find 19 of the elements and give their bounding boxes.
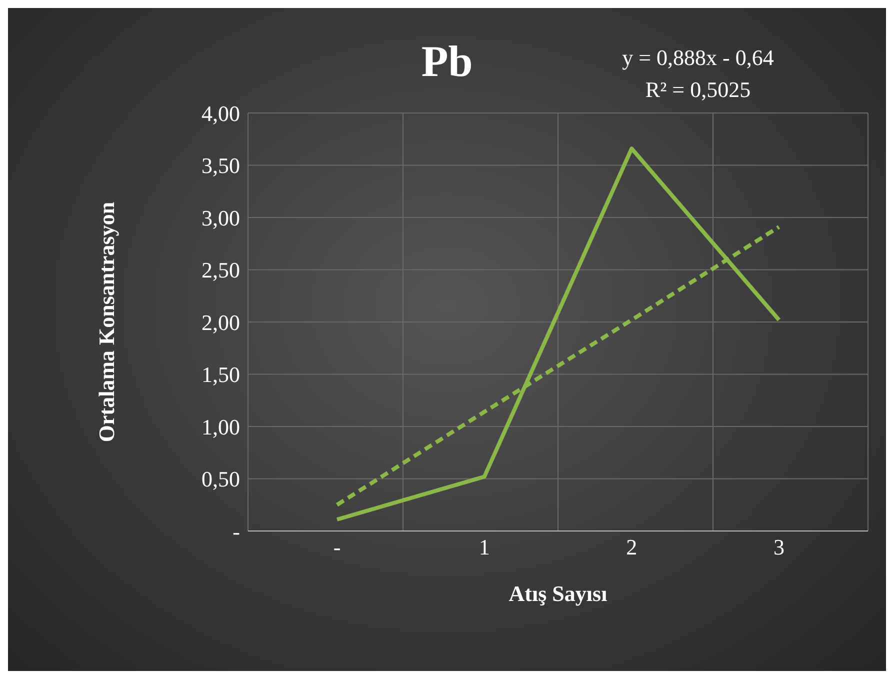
y-tick-label: 2,00 [202,310,240,335]
y-tick-label: 0,50 [202,466,240,492]
x-tick-label: - [333,534,341,560]
x-tick-label: 1 [478,534,490,560]
y-tick-label: 1,00 [202,414,240,440]
y-tick-label: 3,50 [202,153,240,178]
y-axis-title: Ortalama Konsantrasyon [94,202,119,442]
y-tick-label: 2,50 [202,258,240,283]
x-tick-label: 3 [774,534,784,560]
y-tick-label: - [232,518,240,544]
text: y = 0,888x - 0,64 [621,44,775,72]
y-tick-label: 4,00 [202,100,240,126]
chart-title: Pb [421,37,473,86]
y-tick-label: 1,50 [202,362,240,388]
x-tick-label: 2 [626,534,638,560]
text: R² = 0,5025 [644,76,752,104]
x-axis-title: Atış Sayısı [508,581,608,606]
y-tick-label: 3,00 [202,205,240,230]
line-series [335,146,781,522]
